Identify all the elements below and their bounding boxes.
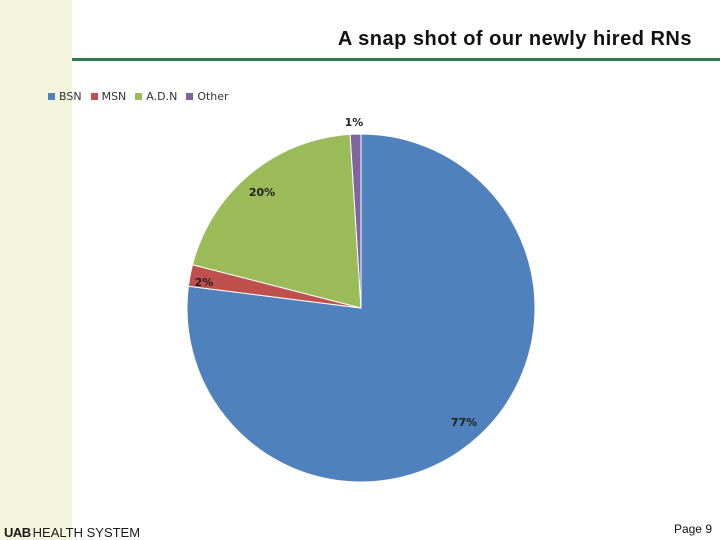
legend-label-other: Other — [197, 89, 229, 103]
legend-label-bsn: BSN — [59, 89, 82, 103]
legend-item-msn: MSN — [90, 89, 127, 103]
legend-swatch-other — [186, 92, 194, 100]
uab-health-system-logo: UAB HEALTH SYSTEM — [4, 524, 140, 540]
pie-label-msn: 2% — [195, 276, 214, 289]
legend-swatch-adn — [135, 92, 143, 100]
pie-slice-adn — [191, 133, 362, 309]
legend-swatch-bsn — [48, 92, 55, 100]
page-number: Page 9 — [673, 522, 712, 536]
legend-item-bsn: BSN — [48, 90, 82, 103]
pie-label-adn: 20% — [249, 186, 275, 199]
title-underline — [72, 58, 720, 61]
logo-mark: UAB — [4, 524, 31, 540]
logo-text: HEALTH SYSTEM — [32, 524, 141, 540]
chart-legend: BSN MSN A.D.N Other — [48, 89, 229, 103]
legend-swatch-msn — [90, 92, 98, 100]
legend-item-other: Other — [186, 89, 229, 103]
left-decorative-band — [0, 0, 72, 540]
pie-slice-other — [349, 133, 362, 309]
slide-title: A snap shot of our newly hired RNs — [337, 28, 692, 50]
pie-label-bsn: 77% — [451, 416, 477, 429]
pie-data-labels: 77% 2% 20% 1% — [195, 116, 478, 429]
pie-slices — [186, 133, 536, 483]
legend-label-msn: MSN — [101, 89, 127, 103]
legend-label-adn: A.D.N — [146, 89, 178, 103]
legend-item-adn: A.D.N — [135, 90, 177, 103]
pie-label-other: 1% — [345, 116, 364, 129]
